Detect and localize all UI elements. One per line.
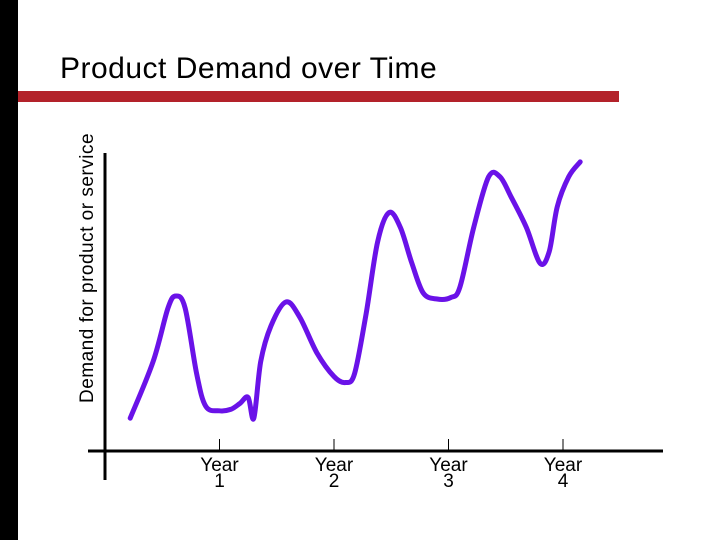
demand-curve-series: [127, 159, 583, 422]
chart-title: Product Demand over Time: [60, 52, 438, 85]
x-tick-label-1: Year 1: [200, 455, 239, 492]
x-tick-label-2: Year 2: [315, 455, 354, 492]
x-tick-label-4: Year 4: [544, 455, 583, 492]
x-tick-label-3: Year 3: [429, 455, 468, 492]
title-underline-bar: [18, 91, 619, 102]
left-edge-bar: [0, 0, 18, 540]
